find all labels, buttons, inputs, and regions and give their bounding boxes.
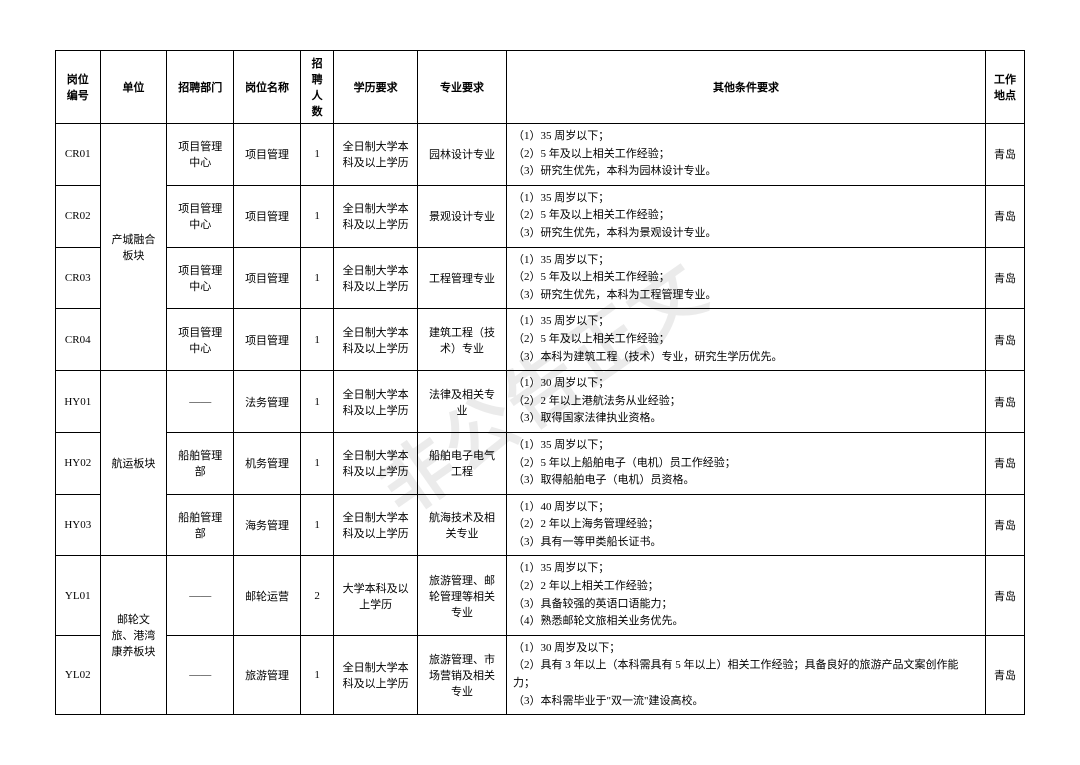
table-row: CR04 项目管理中心项目管理1全日制大学本科及以上学历建筑工程（技术）专业（1）… — [56, 309, 1025, 371]
table-row: CR01产城融合板块项目管理中心项目管理1全日制大学本科及以上学历园林设计专业（… — [56, 124, 1025, 186]
cell-other: （1）35 周岁以下；（2）5 年以上船舶电子（电机）员工作经验；（3）取得船舶… — [507, 432, 986, 494]
cell-count: 1 — [300, 247, 333, 309]
cell-count: 2 — [300, 556, 333, 635]
cell-location: 青岛 — [985, 124, 1024, 186]
table-row: HY03 船舶管理部海务管理1全日制大学本科及以上学历航海技术及相关专业（1）40… — [56, 494, 1025, 556]
header-location: 工作地点 — [985, 51, 1024, 124]
cell-location: 青岛 — [985, 635, 1024, 714]
cell-other: （1）35 周岁以下；（2）5 年及以上相关工作经验；（3）研究生优先，本科为园… — [507, 124, 986, 186]
cell-dept: —— — [167, 556, 234, 635]
cell-position: 项目管理 — [234, 247, 301, 309]
cell-dept: —— — [167, 635, 234, 714]
cell-location: 青岛 — [985, 185, 1024, 247]
header-dept: 招聘部门 — [167, 51, 234, 124]
header-unit: 单位 — [100, 51, 167, 124]
cell-major: 船舶电子电气工程 — [417, 432, 506, 494]
cell-position: 机务管理 — [234, 432, 301, 494]
cell-code: CR04 — [56, 309, 101, 371]
cell-dept: —— — [167, 371, 234, 433]
cell-edu: 全日制大学本科及以上学历 — [334, 494, 418, 556]
cell-count: 1 — [300, 309, 333, 371]
cell-unit: 产城融合板块 — [100, 124, 167, 371]
cell-position: 项目管理 — [234, 185, 301, 247]
recruitment-table: 岗位编号 单位 招聘部门 岗位名称 招聘人数 学历要求 专业要求 其他条件要求 … — [55, 50, 1025, 715]
cell-count: 1 — [300, 124, 333, 186]
table-row: HY02 船舶管理部机务管理1全日制大学本科及以上学历船舶电子电气工程（1）35 … — [56, 432, 1025, 494]
cell-code: YL01 — [56, 556, 101, 635]
header-count: 招聘人数 — [300, 51, 333, 124]
cell-code: HY03 — [56, 494, 101, 556]
cell-edu: 全日制大学本科及以上学历 — [334, 247, 418, 309]
cell-edu: 全日制大学本科及以上学历 — [334, 309, 418, 371]
cell-major: 景观设计专业 — [417, 185, 506, 247]
cell-dept: 项目管理中心 — [167, 247, 234, 309]
cell-major: 工程管理专业 — [417, 247, 506, 309]
cell-position: 项目管理 — [234, 309, 301, 371]
cell-edu: 全日制大学本科及以上学历 — [334, 371, 418, 433]
cell-major: 法律及相关专业 — [417, 371, 506, 433]
header-other: 其他条件要求 — [507, 51, 986, 124]
header-position: 岗位名称 — [234, 51, 301, 124]
cell-location: 青岛 — [985, 371, 1024, 433]
cell-dept: 项目管理中心 — [167, 124, 234, 186]
cell-edu: 大学本科及以上学历 — [334, 556, 418, 635]
cell-edu: 全日制大学本科及以上学历 — [334, 124, 418, 186]
cell-edu: 全日制大学本科及以上学历 — [334, 635, 418, 714]
cell-count: 1 — [300, 432, 333, 494]
cell-count: 1 — [300, 635, 333, 714]
cell-location: 青岛 — [985, 247, 1024, 309]
cell-major: 航海技术及相关专业 — [417, 494, 506, 556]
cell-unit: 航运板块 — [100, 371, 167, 556]
cell-code: HY01 — [56, 371, 101, 433]
cell-count: 1 — [300, 371, 333, 433]
cell-dept: 船舶管理部 — [167, 432, 234, 494]
cell-other: （1）35 周岁以下；（2）5 年及以上相关工作经验；（3）研究生优先，本科为工… — [507, 247, 986, 309]
cell-other: （1）30 周岁及以下；（2）具有 3 年以上（本科需具有 5 年以上）相关工作… — [507, 635, 986, 714]
cell-code: CR03 — [56, 247, 101, 309]
header-edu: 学历要求 — [334, 51, 418, 124]
cell-other: （1）30 周岁以下；（2）2 年以上港航法务从业经验；（3）取得国家法律执业资… — [507, 371, 986, 433]
cell-major: 旅游管理、市场营销及相关专业 — [417, 635, 506, 714]
cell-code: CR02 — [56, 185, 101, 247]
cell-position: 邮轮运营 — [234, 556, 301, 635]
cell-major: 旅游管理、邮轮管理等相关专业 — [417, 556, 506, 635]
table-row: CR03 项目管理中心项目管理1全日制大学本科及以上学历工程管理专业（1）35 周… — [56, 247, 1025, 309]
cell-location: 青岛 — [985, 556, 1024, 635]
table-header-row: 岗位编号 单位 招聘部门 岗位名称 招聘人数 学历要求 专业要求 其他条件要求 … — [56, 51, 1025, 124]
table-row: YL02 ——旅游管理1全日制大学本科及以上学历旅游管理、市场营销及相关专业（1）… — [56, 635, 1025, 714]
cell-code: HY02 — [56, 432, 101, 494]
header-code: 岗位编号 — [56, 51, 101, 124]
cell-major: 园林设计专业 — [417, 124, 506, 186]
cell-position: 海务管理 — [234, 494, 301, 556]
table-row: HY01航运板块——法务管理1全日制大学本科及以上学历法律及相关专业（1）30 … — [56, 371, 1025, 433]
cell-other: （1）35 周岁以下；（2）5 年及以上相关工作经验；（3）本科为建筑工程（技术… — [507, 309, 986, 371]
cell-code: YL02 — [56, 635, 101, 714]
cell-location: 青岛 — [985, 494, 1024, 556]
table-body: CR01产城融合板块项目管理中心项目管理1全日制大学本科及以上学历园林设计专业（… — [56, 124, 1025, 715]
table-row: CR02 项目管理中心项目管理1全日制大学本科及以上学历景观设计专业（1）35 周… — [56, 185, 1025, 247]
cell-other: （1）40 周岁以下；（2）2 年以上海务管理经验；（3）具有一等甲类船长证书。 — [507, 494, 986, 556]
cell-other: （1）35 周岁以下；（2）2 年以上相关工作经验；（3）具备较强的英语口语能力… — [507, 556, 986, 635]
cell-edu: 全日制大学本科及以上学历 — [334, 432, 418, 494]
cell-dept: 项目管理中心 — [167, 309, 234, 371]
cell-dept: 船舶管理部 — [167, 494, 234, 556]
cell-position: 旅游管理 — [234, 635, 301, 714]
cell-code: CR01 — [56, 124, 101, 186]
cell-dept: 项目管理中心 — [167, 185, 234, 247]
cell-other: （1）35 周岁以下；（2）5 年及以上相关工作经验；（3）研究生优先，本科为景… — [507, 185, 986, 247]
cell-location: 青岛 — [985, 432, 1024, 494]
table-row: YL01邮轮文旅、港湾康养板块——邮轮运营2大学本科及以上学历旅游管理、邮轮管理… — [56, 556, 1025, 635]
cell-count: 1 — [300, 494, 333, 556]
cell-edu: 全日制大学本科及以上学历 — [334, 185, 418, 247]
cell-position: 法务管理 — [234, 371, 301, 433]
cell-major: 建筑工程（技术）专业 — [417, 309, 506, 371]
cell-location: 青岛 — [985, 309, 1024, 371]
cell-count: 1 — [300, 185, 333, 247]
cell-position: 项目管理 — [234, 124, 301, 186]
header-major: 专业要求 — [417, 51, 506, 124]
cell-unit: 邮轮文旅、港湾康养板块 — [100, 556, 167, 715]
